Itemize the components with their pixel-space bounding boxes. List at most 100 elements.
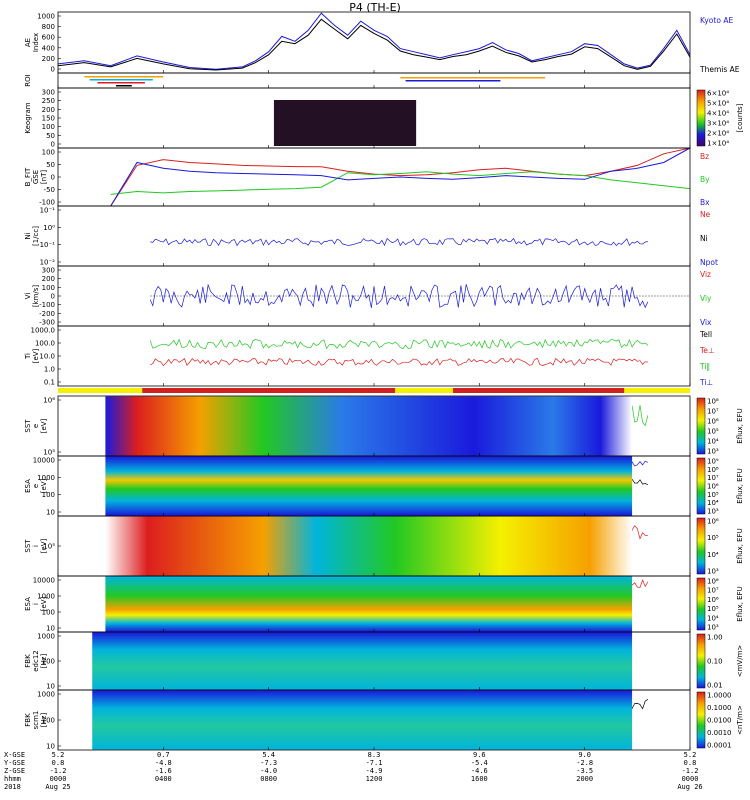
bfit-legend-1: By xyxy=(700,175,710,184)
roi-bar-2 xyxy=(97,82,145,84)
ae-frame xyxy=(57,11,691,74)
esa_i-colorbar xyxy=(696,577,706,631)
bfit-ytick: 0 xyxy=(51,174,55,182)
vi-ytick: -200 xyxy=(39,310,55,318)
fbk_e12-ylabel: [Hz] xyxy=(40,654,48,669)
ephem-value: -4.8 xyxy=(155,759,172,767)
ephem-value: 5.4 xyxy=(262,751,275,759)
ephem-value: 0800 xyxy=(260,775,277,783)
vi-ytick: 200 xyxy=(42,275,55,283)
ephem-value: -7.3 xyxy=(260,759,277,767)
ae-ytick: 400 xyxy=(42,44,55,52)
vi-trace-0 xyxy=(149,283,649,309)
ae-ylabel: Index xyxy=(32,33,40,52)
keogram-ylabel: Keogram xyxy=(24,102,32,133)
esa_i-colorbar-tick: 10⁸ xyxy=(707,578,719,586)
ae-legend-1: Themis AE xyxy=(699,65,740,74)
bfit-ytick: -100 xyxy=(39,199,55,207)
esa_e-colorbar-tick: 10⁴ xyxy=(707,499,719,507)
fbk_scm1-ylabel: FBK xyxy=(24,713,32,727)
vi-ylabel: [km/s] xyxy=(32,285,40,308)
sst_e-ylabel: SST xyxy=(24,419,32,433)
esa_i-colorbar-tick: 10³ xyxy=(707,624,719,632)
sst_i-ytick: 10⁵ xyxy=(43,543,55,551)
vi-legend-2: Vix xyxy=(700,318,712,327)
ephem-value: 8.3 xyxy=(368,751,381,759)
chart-title: P4 (TH-E) xyxy=(349,1,401,14)
sst_e-colorbar xyxy=(696,397,706,455)
sst_e-ylabel: e xyxy=(32,424,40,428)
esa_e-colorbar-tick: 10³ xyxy=(707,508,719,516)
ti-ytick: 100.0 xyxy=(35,340,55,348)
esa_i-ytick: 10000 xyxy=(33,577,55,585)
bfit-ytick: -50 xyxy=(44,186,55,194)
ti-trace-0 xyxy=(149,338,649,350)
fbk_scm1-spectrogram xyxy=(92,690,633,750)
ti-frame xyxy=(57,325,691,387)
vi-legend-0: Viz xyxy=(700,270,711,279)
sst_e-colorbar-tick: 10⁶ xyxy=(707,418,719,426)
ephem-value: 5.2 xyxy=(684,751,697,759)
ti-ytick: 1.0 xyxy=(44,366,55,374)
ni-legend-1: Ni xyxy=(700,234,708,243)
esa_e-ylabel: e xyxy=(32,484,40,488)
ae-ytick: 0 xyxy=(51,66,55,74)
esa_e-ytick: 1000 xyxy=(37,474,55,482)
roi-bar-6 xyxy=(505,77,546,79)
esa_e-ylabel: [eV] xyxy=(40,478,48,493)
esa_e-ytick: 100 xyxy=(42,491,55,499)
ni-legend-0: Ne xyxy=(700,210,711,219)
ti-ytick: 1000.0 xyxy=(31,327,56,335)
keogram-image xyxy=(273,100,417,146)
ephem-value: 0400 xyxy=(155,775,172,783)
esa_i-colorbar-label: Eflux, EFU xyxy=(736,586,744,621)
roi-bar-3 xyxy=(115,85,132,87)
keogram-colorbar-tick: 3×10⁴ xyxy=(707,120,729,128)
bfit-ytick: 100 xyxy=(42,149,55,157)
ae-ytick: 1000 xyxy=(37,13,55,21)
sst_i-colorbar xyxy=(696,517,706,575)
fbk_e12-ytick: 1000 xyxy=(37,633,55,641)
ephem-value: -3.5 xyxy=(576,767,593,775)
ephem-value: -4.6 xyxy=(471,767,488,775)
fbk_e12-ytick: 100 xyxy=(42,658,55,666)
ti-ytick: 10.0 xyxy=(39,353,55,361)
ni-frame xyxy=(57,205,691,267)
ephem-value: 9.6 xyxy=(473,751,486,759)
ephem-value: 1200 xyxy=(366,775,383,783)
fbk_scm1-colorbar-tick: 0.0001 xyxy=(707,742,732,750)
ephem-value: -5.4 xyxy=(471,759,488,767)
fbk_scm1-ytick: 10 xyxy=(46,743,55,751)
sst_i-colorbar-tick: 10³ xyxy=(707,568,719,576)
esa_i-colorbar-tick: 10⁷ xyxy=(707,587,719,595)
fbk_e12-colorbar-tick: 0.01 xyxy=(707,682,723,690)
ephem-value: -1.6 xyxy=(155,767,172,775)
fbk_e12-ylabel: edc12 xyxy=(32,650,40,672)
ephem-value: -4.9 xyxy=(366,767,383,775)
ni-legend-2: Npot xyxy=(700,258,718,267)
ni-ytick: 10⁻¹ xyxy=(40,207,56,215)
ti-ytick: 0.1 xyxy=(44,379,55,387)
ae-ytick: 200 xyxy=(42,55,55,63)
fbk_scm1-ylabel: scm1 xyxy=(32,711,40,730)
ephem-row-label: Y-GSE xyxy=(4,759,25,767)
esa_i-colorbar-tick: 10⁶ xyxy=(707,596,719,604)
fbk_e12-ytick: 10 xyxy=(46,683,55,691)
esa_i-ylabel: i xyxy=(32,603,40,605)
ephem-value: Aug 25 xyxy=(45,783,70,791)
vi-legend-1: Viy xyxy=(700,294,712,303)
vi-ytick: 100 xyxy=(42,284,55,292)
ephem-value: -4.0 xyxy=(260,767,277,775)
roi-ylabel: ROI xyxy=(24,74,32,86)
fbk_scm1-colorbar-tick: 1.0000 xyxy=(707,692,732,700)
keogram-ytick: 100 xyxy=(42,123,55,131)
esa_e-ytick: 10000 xyxy=(33,457,55,465)
keogram-ytick: 50 xyxy=(46,132,55,140)
bfit-ylabel: B_FIT xyxy=(24,167,32,186)
sst_e-colorbar-tick: 10⁷ xyxy=(707,408,719,416)
fbk_scm1-ytick: 1000 xyxy=(37,691,55,699)
ti-legend-0: Tell xyxy=(699,330,712,339)
keogram-ytick: 200 xyxy=(42,106,55,114)
fbk_scm1-colorbar-tick: 0.0010 xyxy=(707,729,732,737)
ephem-value: 0.8 xyxy=(684,759,697,767)
